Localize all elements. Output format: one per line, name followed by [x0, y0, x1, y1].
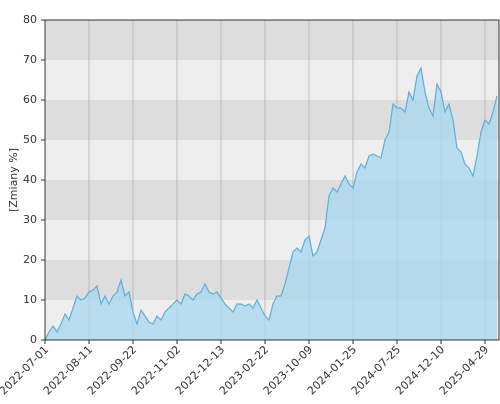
- y-tick-label: 30: [23, 213, 37, 226]
- y-tick-label: 50: [23, 133, 37, 146]
- y-tick-label: 80: [23, 13, 37, 26]
- grid-band: [45, 20, 499, 60]
- y-tick-label: 0: [30, 333, 37, 346]
- y-axis-label: [Zmiany %]: [7, 148, 20, 212]
- line: [44, 66, 498, 341]
- y-tick-label: 70: [23, 53, 37, 66]
- grid-band: [45, 60, 499, 100]
- y-tick-label: 60: [23, 93, 37, 106]
- y-tick-label: 10: [23, 293, 37, 306]
- y-tick-label: 40: [23, 173, 37, 186]
- area-fill: [45, 68, 497, 340]
- y-tick-label: 20: [23, 253, 37, 266]
